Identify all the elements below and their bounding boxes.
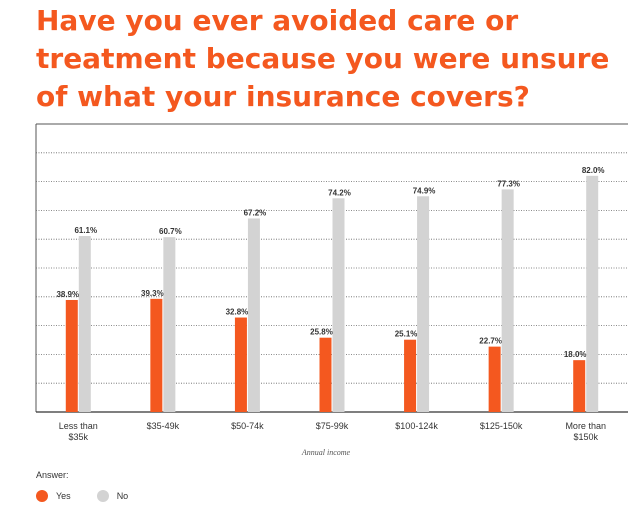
bar-no [163,237,176,412]
legend-item-no: No [96,490,129,502]
bar-yes [404,339,417,412]
bar-no [586,175,599,412]
bar-chart: 38.9% 61.1% Less than$35k 39.3% 60.7% $35-49k… [35,123,628,457]
data-label-yes: 22.7% [479,337,502,346]
data-label-yes: 18.0% [564,350,587,359]
bar-no [247,218,260,412]
data-label-yes: 32.8% [226,308,249,317]
bar-yes [319,337,332,412]
legend-swatch-no [96,490,109,502]
data-label-no: 67.2% [244,208,267,217]
bar-no [417,196,430,412]
chart-title: Have you ever avoided care or treatment … [36,4,610,113]
data-label-no: 61.1% [74,226,97,235]
data-label-no: 60.7% [159,227,182,236]
data-label-no: 77.3% [497,179,520,188]
bar-yes [488,346,501,412]
x-tick-label: $75-99k [316,421,349,431]
x-tick-label: $150k [573,432,598,442]
x-tick-label: $35-49k [147,421,180,431]
x-tick-label: $50-74k [231,421,264,431]
x-tick-label: More than [565,421,606,431]
data-label-no: 74.2% [328,188,351,197]
bar-yes [573,360,586,412]
data-label-yes: 39.3% [141,289,164,298]
data-label-no: 74.9% [413,186,436,195]
x-tick-label: $35k [69,432,89,442]
x-tick-label: $100-124k [395,421,438,431]
legend-label-yes: Yes [56,491,71,501]
bar-no [78,236,91,412]
bar-yes [65,299,78,412]
legend-title: Answer: [36,470,69,480]
bar-no [332,198,345,412]
data-label-no: 82.0% [582,166,605,175]
legend-swatch-yes [36,490,48,502]
legend-item-yes: Yes [36,490,71,502]
x-tick-label: Less than [59,421,98,431]
data-label-yes: 25.8% [310,328,333,337]
data-label-yes: 25.1% [395,330,418,339]
legend: Yes No [36,490,154,502]
bar-yes [234,317,247,412]
bar-no [501,189,514,412]
legend-label-no: No [116,491,129,501]
data-label-yes: 38.9% [56,290,79,299]
x-tick-label: $125-150k [480,421,523,431]
bar-yes [150,298,163,412]
x-axis-title: Annual income [301,448,351,457]
